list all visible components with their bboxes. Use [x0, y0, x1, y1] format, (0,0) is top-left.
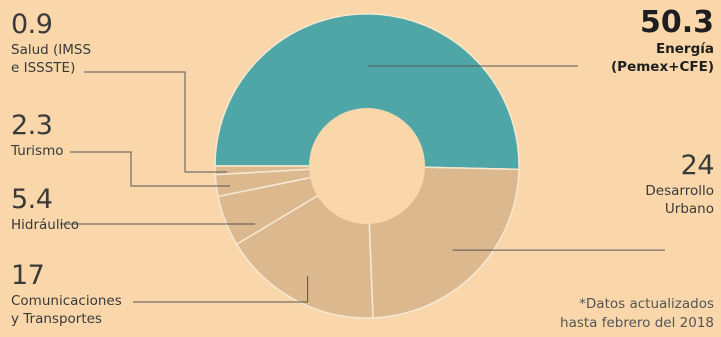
energia-name-line2: (Pemex+CFE) — [611, 59, 714, 75]
desarrollo-urbano-label: 24 Desarrollo Urbano — [645, 152, 714, 218]
turismo-name: Turismo — [11, 143, 64, 159]
comunicaciones-name-line2: y Transportes — [11, 311, 102, 327]
hidraulico-value: 5.4 — [11, 184, 53, 215]
energia-label: 50.3 Energía (Pemex+CFE) — [611, 8, 714, 76]
data-note-line1: *Datos actualizados — [579, 296, 714, 312]
donut-hole — [309, 108, 425, 224]
energia-value: 50.3 — [639, 5, 714, 40]
leader-salud — [84, 71, 228, 173]
desarrollo-urbano-value: 24 — [680, 150, 715, 181]
turismo-value: 2.3 — [11, 110, 53, 141]
desarrollo-urbano-name-line1: Desarrollo — [645, 183, 714, 199]
slice-energia — [214, 13, 520, 171]
desarrollo-urbano-name-line2: Urbano — [664, 201, 714, 217]
leader-comunicaciones — [133, 276, 309, 303]
comunicaciones-label: 17 Comunicaciones y Transportes — [11, 262, 122, 328]
salud-label: 0.9 Salud (IMSS e ISSSTE) — [11, 11, 91, 77]
data-note: *Datos actualizados hasta febrero del 20… — [560, 295, 714, 333]
leader-turismo — [70, 151, 231, 187]
salud-name-line1: Salud (IMSS — [11, 42, 92, 58]
salud-value: 0.9 — [11, 9, 53, 40]
data-note-line2: hasta febrero del 2018 — [560, 315, 714, 331]
energia-name-line1: Energía — [655, 41, 714, 57]
salud-name-line2: e ISSSTE) — [11, 60, 76, 76]
comunicaciones-value: 17 — [11, 260, 45, 291]
hidraulico-name: Hidráulico — [11, 217, 80, 233]
turismo-label: 2.3 Turismo — [11, 112, 64, 160]
comunicaciones-name-line1: Comunicaciones — [11, 293, 122, 309]
leader-lines — [60, 65, 665, 303]
hidraulico-label: 5.4 Hidráulico — [11, 186, 79, 234]
